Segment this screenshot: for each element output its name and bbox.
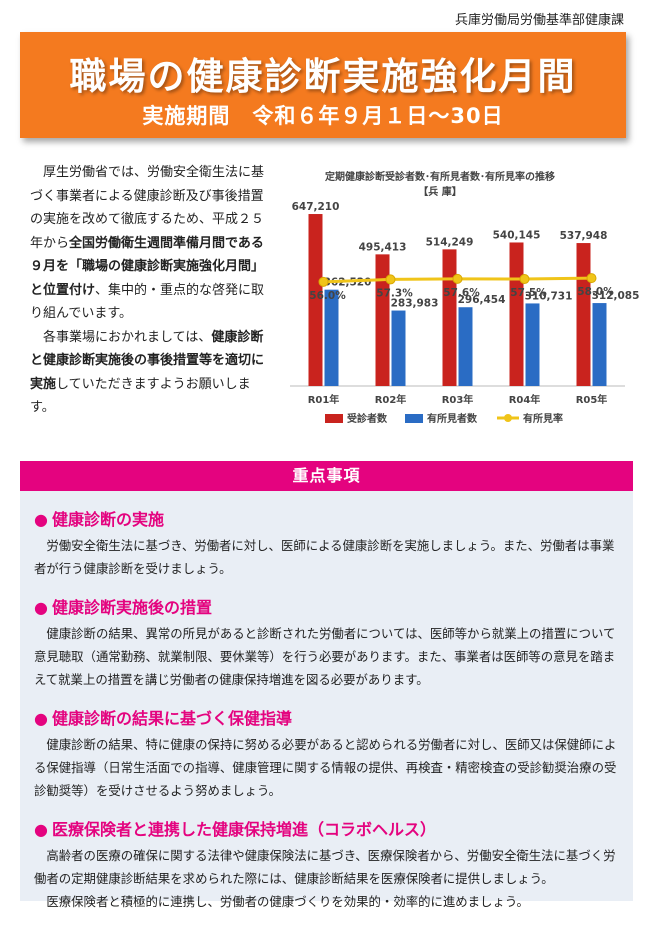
focus-item-body: 労働安全衛生法に基づき、労働者に対し、医師による健康診断を実施しましょう。また、… bbox=[34, 534, 624, 580]
bar-examinees bbox=[375, 254, 390, 386]
focus-item-title: ● 健康診断の実施 bbox=[34, 509, 624, 531]
data-label-examinees: 537,948 bbox=[560, 230, 608, 242]
data-label-examinees: 514,249 bbox=[426, 236, 474, 248]
data-label-examinees: 495,413 bbox=[359, 241, 407, 253]
bar-examinees bbox=[576, 243, 591, 386]
bullet-icon: ● bbox=[34, 510, 48, 529]
data-label-rate: 58.0% bbox=[577, 286, 614, 298]
legend-marker-rate bbox=[504, 414, 512, 422]
legend-label-findings: 有所見者数 bbox=[427, 412, 478, 425]
data-label-examinees: 647,210 bbox=[292, 201, 340, 213]
bar-examinees bbox=[509, 242, 524, 386]
bar-findings bbox=[592, 303, 607, 386]
intro-p1-text: 厚生労働省では、労働安全衛生法に基づく事業者による健康診断及び事後措置の実施を改… bbox=[30, 165, 265, 251]
data-label-findings: 296,454 bbox=[458, 294, 506, 306]
rate-marker bbox=[385, 274, 396, 285]
bullet-icon: ● bbox=[34, 820, 48, 839]
chart-title: 定期健康診断受診者数･有所見者数･有所見率の推移 bbox=[325, 170, 555, 183]
intro-p2-text: 各事業場におかれましては、 bbox=[43, 329, 212, 345]
focus-item-title: ● 健康診断の結果に基づく保健指導 bbox=[34, 708, 624, 730]
focus-item-body: 健康診断の結果、異常の所見があると診断された労働者については、医師等から就業上の… bbox=[34, 622, 624, 691]
bar-examinees bbox=[308, 214, 323, 386]
intro-p2-text-end: していただきますようお願いします。 bbox=[30, 376, 251, 416]
bullet-icon: ● bbox=[34, 709, 48, 728]
focus-item: ● 健康診断の実施 労働安全衛生法に基づき、労働者に対し、医師による健康診断を実施… bbox=[34, 509, 624, 580]
focus-item-paragraph: 健康診断の結果、異常の所見があると診断された労働者については、医師等から就業上の… bbox=[34, 626, 616, 687]
x-tick-label: R03年 bbox=[442, 393, 474, 406]
rate-marker bbox=[452, 273, 463, 284]
legend-swatch-findings bbox=[405, 414, 423, 423]
focus-item-body: 健康診断の結果、特に健康の保持に努める必要があると認められる労働者に対し、医師又… bbox=[34, 733, 624, 802]
focus-item: ● 健康診断の結果に基づく保健指導 健康診断の結果、特に健康の保持に努める必要があ… bbox=[34, 708, 624, 802]
bar-findings bbox=[525, 303, 540, 386]
legend-swatch-examinees bbox=[325, 414, 343, 423]
data-label-rate: 57.3% bbox=[376, 287, 413, 299]
focus-item-paragraph: 医療保険者と積極的に連携し、労働者の健康づくりを効果的・効率的に進めましょう。 bbox=[46, 894, 529, 909]
focus-item-title-text: 健康診断実施後の措置 bbox=[51, 598, 212, 617]
bar-findings bbox=[324, 289, 339, 386]
focus-item: ● 健康診断実施後の措置 健康診断の結果、異常の所見があると診断された労働者につい… bbox=[34, 597, 624, 691]
intro-p1-emphasis: 全国労働衛生週間準備月間である９月を「職場の健康診断実施強化月間」と位置付け bbox=[30, 235, 265, 298]
data-label-findings: 312,085 bbox=[592, 290, 640, 302]
chart-svg: 定期健康診断受診者数･有所見者数･有所見率の推移【兵 庫】647,210362,… bbox=[290, 170, 640, 425]
focus-item-title-text: 医療保険者と連携した健康保持増進（コラボヘルス） bbox=[51, 820, 436, 839]
x-tick-label: R02年 bbox=[375, 393, 407, 406]
focus-item-title: ● 健康診断実施後の措置 bbox=[34, 597, 624, 619]
x-tick-label: R01年 bbox=[308, 393, 340, 406]
focus-item-paragraph: 高齢者の医療の確保に関する法律や健康保険法に基づき、医療保険者から、労働安全衛生… bbox=[34, 848, 616, 886]
campaign-period: 実施期間 令和６年９月１日〜30日 bbox=[142, 104, 504, 128]
focus-heading: 重点事項 bbox=[20, 461, 633, 491]
focus-item: ● 医療保険者と連携した健康保持増進（コラボヘルス） 高齢者の医療の確保に関する法… bbox=[34, 819, 624, 913]
rate-marker bbox=[586, 273, 597, 284]
health-checkup-chart: 定期健康診断受診者数･有所見者数･有所見率の推移 【兵 庫】 647,210 362,… bbox=[280, 160, 640, 440]
focus-item-title-text: 健康診断の結果に基づく保健指導 bbox=[51, 709, 292, 728]
intro-paragraph-1: 厚生労働省では、労働安全衛生法に基づく事業者による健康診断及び事後措置の実施を改… bbox=[30, 161, 270, 326]
legend-label-rate: 有所見率 bbox=[523, 412, 563, 425]
chart-subtitle: 【兵 庫】 bbox=[418, 185, 461, 198]
bar-findings bbox=[391, 310, 406, 386]
focus-item-title-text: 健康診断の実施 bbox=[51, 510, 164, 529]
x-tick-label: R04年 bbox=[509, 393, 541, 406]
issuer-label: 兵庫労働局労働基準部健康課 bbox=[454, 13, 624, 28]
data-label-rate: 57.6% bbox=[443, 287, 480, 299]
focus-item-body: 高齢者の医療の確保に関する法律や健康保険法に基づき、医療保険者から、労働安全衛生… bbox=[34, 844, 624, 913]
focus-item-paragraph: 労働安全衛生法に基づき、労働者に対し、医師による健康診断を実施しましょう。また、… bbox=[34, 538, 615, 576]
intro-paragraph-2: 各事業場におかれましては、健康診断と健康診断実施後の事後措置等を適切に実施してい… bbox=[30, 326, 270, 420]
legend-label-examinees: 受診者数 bbox=[347, 412, 388, 425]
rate-marker bbox=[318, 276, 329, 287]
intro-p1-text-end: 、集中的・重点的な啓発に取り組んでいます。 bbox=[30, 282, 265, 322]
focus-item-paragraph: 健康診断の結果、特に健康の保持に努める必要があると認められる労働者に対し、医師又… bbox=[34, 737, 617, 798]
data-label-examinees: 540,145 bbox=[493, 229, 541, 241]
focus-panel: 重点事項 ● 健康診断の実施 労働安全衛生法に基づき、労働者に対し、医師による健康… bbox=[20, 461, 633, 909]
x-tick-label: R05年 bbox=[576, 393, 608, 406]
intro-text: 厚生労働省では、労働安全衛生法に基づく事業者による健康診断及び事後措置の実施を改… bbox=[30, 161, 270, 420]
intro-p2-emphasis: 健康診断と健康診断実施後の事後措置等を適切に実施 bbox=[30, 329, 265, 392]
data-label-rate: 56.0% bbox=[309, 290, 346, 302]
bullet-icon: ● bbox=[34, 598, 48, 617]
bar-examinees bbox=[442, 249, 457, 386]
data-label-findings: 310,731 bbox=[525, 290, 573, 302]
page-title: 職場の健康診断実施強化月間 bbox=[69, 55, 577, 98]
bar-findings bbox=[458, 307, 473, 386]
title-banner: 職場の健康診断実施強化月間 実施期間 令和６年９月１日〜30日 bbox=[20, 32, 626, 138]
data-label-findings: 283,983 bbox=[391, 298, 439, 310]
rate-marker bbox=[519, 274, 530, 285]
focus-item-title: ● 医療保険者と連携した健康保持増進（コラボヘルス） bbox=[34, 819, 624, 841]
focus-items: ● 健康診断の実施 労働安全衛生法に基づき、労働者に対し、医師による健康診断を実施… bbox=[34, 509, 624, 930]
data-label-rate: 57.5% bbox=[510, 287, 547, 299]
